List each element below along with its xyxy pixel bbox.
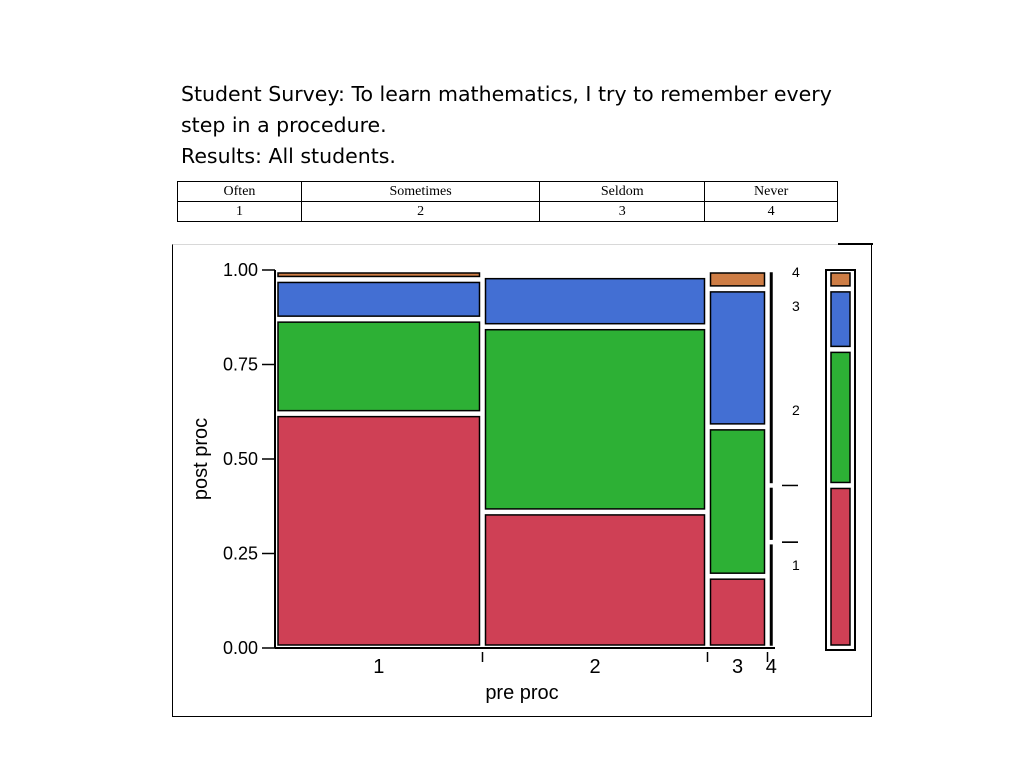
mosaic-cell: [709, 578, 766, 646]
mosaic-cell: [484, 328, 706, 510]
response-code: 3: [539, 201, 706, 222]
y-tick-label: 0.00: [223, 638, 258, 658]
mosaic-cell: [769, 487, 773, 540]
mosaic-cell: [277, 281, 481, 317]
mosaic-cell: [709, 291, 766, 425]
title-line-1: Student Survey: To learn mathematics, I …: [181, 82, 832, 106]
marginal-cell: [830, 351, 851, 484]
mosaic-cell: [769, 272, 773, 484]
y-tick-label: 0.50: [223, 449, 258, 469]
response-header: Never: [704, 181, 838, 202]
x-tick-label: 4: [766, 656, 777, 678]
response-code-row: 1 2 3 4: [177, 201, 838, 222]
chart-frame: [172, 244, 872, 717]
survey-title: Student Survey: To learn mathematics, I …: [181, 79, 861, 172]
y-tick-label: 0.75: [223, 355, 258, 375]
x-tick-label: 3: [732, 656, 743, 678]
y-axis-label: post proc: [190, 418, 212, 500]
y-tick-label: 0.25: [223, 544, 258, 564]
response-header-row: Often Sometimes Seldom Never: [177, 181, 838, 202]
mosaic-cell: [709, 272, 766, 287]
mosaic-cell: [484, 514, 706, 646]
mosaic-cell: [277, 321, 481, 412]
x-tick-label: 2: [589, 656, 600, 678]
chart-frame-edge: [838, 243, 873, 245]
y-tick-label: 1.00: [223, 260, 258, 280]
response-code-table: Often Sometimes Seldom Never 1 2 3 4: [177, 181, 838, 222]
mosaic-cell: [277, 272, 481, 278]
response-code: 1: [177, 201, 302, 222]
response-code: 4: [704, 201, 838, 222]
x-axis-label: pre proc: [485, 682, 558, 704]
mosaic-cell: [709, 429, 766, 574]
response-code: 2: [300, 201, 541, 222]
right-axis-label: 2: [792, 402, 800, 418]
title-line-2: step in a procedure.: [181, 113, 387, 137]
mosaic-cell: [769, 544, 773, 646]
right-axis-label: 1: [792, 557, 800, 573]
mosaic-cell: [277, 415, 481, 646]
title-line-3: Results: All students.: [181, 144, 396, 168]
marginal-cell: [830, 272, 851, 287]
marginal-cell: [830, 487, 851, 646]
mosaic-cell: [484, 277, 706, 325]
marginal-cell: [830, 291, 851, 348]
right-axis-label: 3: [792, 298, 800, 314]
x-tick-label: 1: [373, 656, 384, 678]
right-axis-label: 4: [792, 264, 800, 280]
